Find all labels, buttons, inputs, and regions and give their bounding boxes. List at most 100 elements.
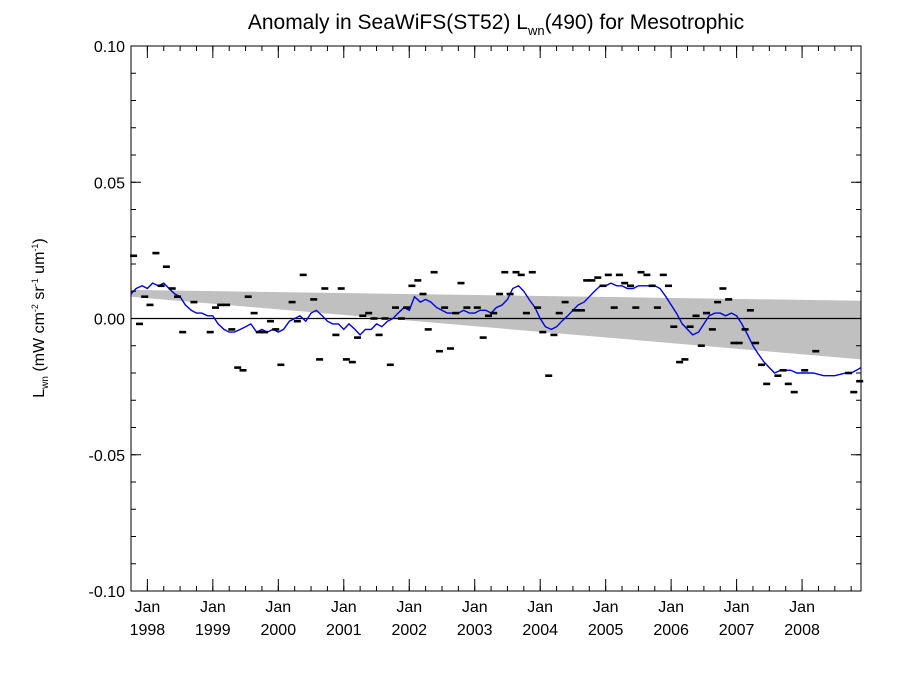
x-tick-month: Jan xyxy=(396,599,422,616)
anomaly-point xyxy=(337,287,345,290)
anomaly-point xyxy=(342,358,350,361)
y-tick-labels: 0.10 0.05 0.00 -0.05 -0.10 xyxy=(89,39,126,601)
anomaly-point xyxy=(604,273,612,277)
anomaly-point xyxy=(627,284,634,288)
anomaly-point xyxy=(162,265,170,268)
y-axis-label-main: L xyxy=(31,389,48,398)
anomaly-point xyxy=(659,273,667,277)
anomaly-point xyxy=(375,333,383,337)
x-tick-year: 2006 xyxy=(653,622,689,639)
anomaly-point xyxy=(168,287,176,290)
anomaly-point xyxy=(779,369,787,372)
x-tick-year: 2003 xyxy=(457,622,493,639)
anomaly-point xyxy=(397,317,405,320)
x-tick-month: Jan xyxy=(593,599,619,616)
x-tick-year: 2008 xyxy=(784,622,820,639)
x-tick-year: 2002 xyxy=(391,622,427,639)
x-tick-year: 2001 xyxy=(326,622,362,639)
anomaly-point xyxy=(299,273,307,277)
anomaly-point xyxy=(365,311,373,315)
anomaly-point xyxy=(288,300,296,304)
anomaly-point xyxy=(267,319,274,323)
chart-title-main: Anomaly in SeaWiFS(ST52) L xyxy=(248,11,528,34)
x-tick-month: Jan xyxy=(134,599,160,616)
anomaly-point xyxy=(588,279,596,282)
y-axis-label-superscript: -2 xyxy=(30,304,40,312)
anomaly-point xyxy=(615,273,623,277)
anomaly-point xyxy=(856,379,864,383)
anomaly-point xyxy=(741,328,749,331)
x-tick-month: Jan xyxy=(462,599,488,616)
anomaly-point xyxy=(332,333,340,337)
anomaly-point xyxy=(512,270,520,274)
anomaly-point xyxy=(152,251,160,255)
anomaly-point xyxy=(321,287,329,290)
anomaly-point xyxy=(392,306,399,309)
anomaly-point xyxy=(370,317,378,320)
anomaly-point xyxy=(506,292,514,296)
anomaly-points-layer xyxy=(130,251,864,394)
anomaly-point xyxy=(239,369,247,372)
anomaly-point xyxy=(681,358,689,361)
anomaly-point xyxy=(719,287,727,290)
y-axis-label-units: um xyxy=(31,252,48,279)
anomaly-point xyxy=(665,284,672,288)
anomaly-point xyxy=(157,284,165,288)
y-axis-label-superscript: -1 xyxy=(30,244,40,252)
anomaly-point xyxy=(408,284,416,288)
smooth-line-layer xyxy=(130,282,862,377)
anomaly-point xyxy=(141,295,149,298)
anomaly-point xyxy=(190,300,198,304)
anomaly-point xyxy=(310,298,318,301)
anomaly-point xyxy=(790,390,798,394)
anomaly-point xyxy=(386,363,394,367)
anomaly-point xyxy=(179,330,187,334)
anomaly-point xyxy=(234,366,242,369)
anomaly-point xyxy=(784,382,792,386)
anomaly-point xyxy=(812,349,820,353)
anomaly-point xyxy=(801,369,809,372)
anomaly-point xyxy=(730,341,738,345)
y-tick-label: 0.10 xyxy=(94,39,125,56)
anomaly-point xyxy=(424,328,432,331)
anomaly-point xyxy=(534,306,542,309)
anomaly-point xyxy=(539,330,547,334)
anomaly-point xyxy=(763,382,771,386)
anomaly-point xyxy=(735,341,743,345)
confidence-band xyxy=(131,289,861,360)
anomaly-point xyxy=(708,328,716,331)
anomaly-point xyxy=(676,360,684,364)
y-tick-label: 0.00 xyxy=(94,312,125,329)
anomaly-point xyxy=(692,314,700,318)
x-tick-month: Jan xyxy=(527,599,553,616)
x-tick-year: 2000 xyxy=(261,622,297,639)
anomaly-point xyxy=(348,360,356,364)
y-tick-label: 0.05 xyxy=(94,175,125,192)
anomaly-point xyxy=(550,333,558,337)
anomaly-point xyxy=(599,284,607,288)
anomaly-point xyxy=(293,319,301,323)
x-tick-year: 2007 xyxy=(719,622,755,639)
anomaly-point xyxy=(850,390,858,394)
anomaly-point xyxy=(435,349,443,353)
anomaly-point xyxy=(725,298,733,301)
anomaly-point xyxy=(686,325,694,328)
anomaly-point xyxy=(316,358,324,361)
anomaly-point xyxy=(670,325,678,328)
anomaly-point xyxy=(403,306,411,309)
anomaly-point xyxy=(217,303,225,307)
x-tick-labels: Jan 1998 Jan 1999 Jan 2000 Jan 2001 Jan 2002 Jan 20… xyxy=(130,599,820,639)
x-tick-year: 1998 xyxy=(130,622,166,639)
anomaly-point xyxy=(632,306,640,309)
anomaly-point xyxy=(228,328,236,331)
anomaly-point xyxy=(577,309,585,312)
anomaly-point xyxy=(703,311,710,315)
anomaly-point xyxy=(261,330,269,334)
anomaly-point xyxy=(277,363,285,367)
anomaly-point xyxy=(354,336,361,339)
x-tick-month: Jan xyxy=(200,599,226,616)
anomaly-point xyxy=(714,300,722,304)
anomaly-point xyxy=(501,270,509,274)
anomaly-point xyxy=(473,306,481,309)
confidence-band-layer xyxy=(131,289,861,360)
